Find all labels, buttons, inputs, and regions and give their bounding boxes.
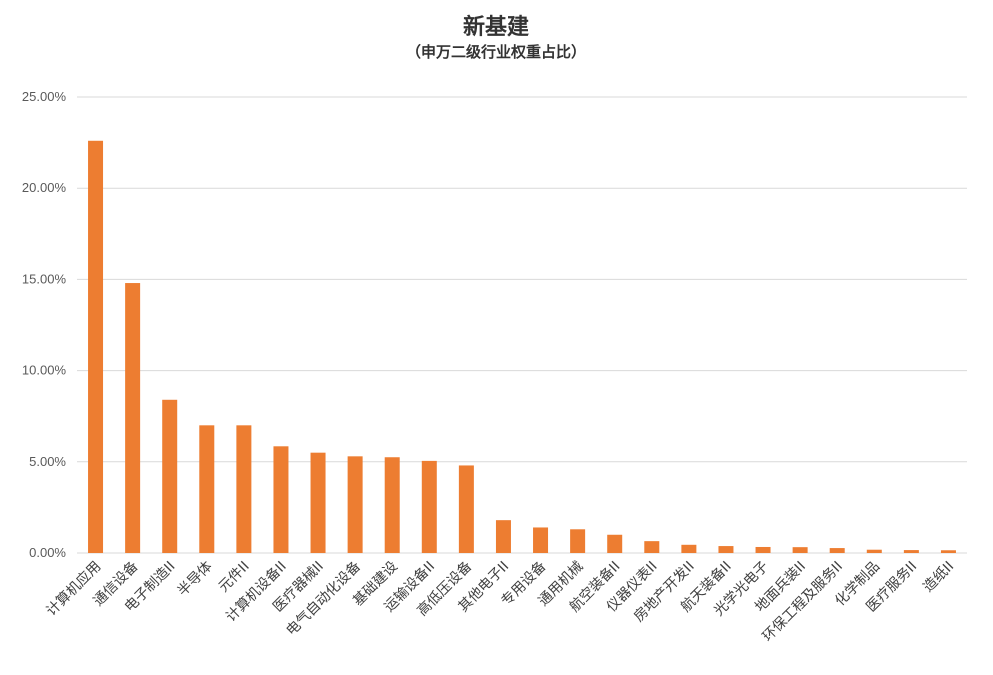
y-tick-label: 20.00% bbox=[22, 180, 67, 195]
bar bbox=[125, 283, 141, 553]
bar bbox=[718, 546, 734, 553]
x-tick-label: 半导体 bbox=[175, 559, 216, 600]
bar bbox=[421, 460, 437, 553]
bar bbox=[792, 547, 808, 553]
bar bbox=[755, 546, 771, 553]
grid-layer bbox=[77, 96, 967, 554]
y-axis-ticks: 0.00% 5.00% 10.00% 15.00% 20.00% 25.00% bbox=[22, 89, 67, 560]
bar bbox=[162, 399, 178, 553]
y-tick-label: 5.00% bbox=[29, 454, 66, 469]
bar bbox=[570, 529, 586, 553]
bar bbox=[88, 140, 104, 553]
chart-title: 新基建 bbox=[463, 14, 529, 40]
bar bbox=[607, 534, 623, 553]
x-tick-label: 计算机应用 bbox=[43, 558, 105, 620]
y-tick-label: 25.00% bbox=[22, 89, 67, 104]
bars bbox=[88, 140, 956, 553]
x-tick-label: 造纸II bbox=[920, 559, 957, 596]
y-tick-label: 0.00% bbox=[29, 545, 66, 560]
bar bbox=[866, 549, 882, 553]
bar bbox=[199, 425, 215, 553]
bar bbox=[310, 452, 326, 553]
bar bbox=[829, 548, 845, 553]
bar bbox=[347, 456, 363, 553]
y-tick-label: 15.00% bbox=[22, 271, 67, 286]
bar bbox=[458, 465, 474, 553]
bar bbox=[273, 446, 289, 553]
bar bbox=[236, 425, 252, 553]
bar bbox=[903, 550, 919, 553]
y-tick-label: 10.00% bbox=[22, 363, 67, 378]
bar bbox=[495, 520, 511, 553]
bar bbox=[384, 457, 400, 553]
bar bbox=[644, 541, 660, 553]
chart-subtitle: （申万二级行业权重占比） bbox=[406, 43, 586, 61]
bar bbox=[681, 544, 697, 553]
bar bbox=[940, 550, 956, 553]
bar bbox=[533, 527, 549, 553]
